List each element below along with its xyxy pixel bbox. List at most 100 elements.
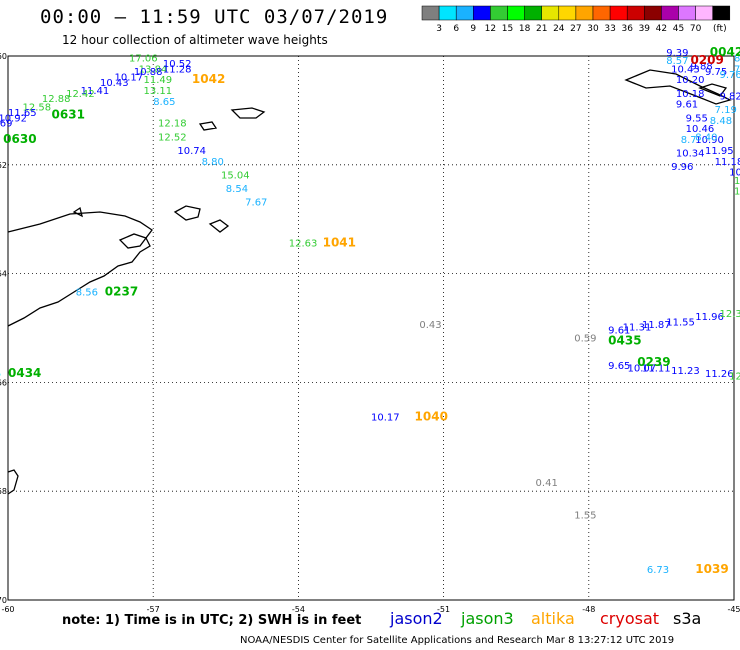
legend-unit: (ft) <box>713 24 727 34</box>
wave-height-value: 8.80 <box>202 157 224 168</box>
wave-height-value: 8.65 <box>153 97 175 108</box>
wave-height-value: 9.39 <box>666 48 688 59</box>
wave-height-value: 11.41 <box>81 86 110 97</box>
pass-time-label: 0434 <box>8 366 41 380</box>
wave-height-value: 12.34 <box>734 176 740 187</box>
wave-height-value: 11.87 <box>642 320 671 331</box>
wave-height-value: 8.56 <box>76 287 98 298</box>
wave-height-value: 10.74 <box>177 146 206 157</box>
satellite-altika: altika <box>531 609 575 628</box>
coastline <box>7 469 19 495</box>
wave-height-value: 11.96 <box>695 312 724 323</box>
wave-height-value: 13. <box>734 187 740 198</box>
lon-label: -57 <box>147 605 160 614</box>
wave-height-value: 8.54 <box>226 184 248 195</box>
lat-label: -68 <box>0 487 7 496</box>
legend-swatch <box>712 5 731 21</box>
wave-height-value: 11.55 <box>666 317 695 328</box>
coastline <box>7 211 153 327</box>
wave-height-value: 11.11 <box>642 364 671 375</box>
wave-height-value: 10.17 <box>114 72 143 83</box>
pass-time-label: 0209 <box>690 53 723 67</box>
pass-time-label: 0042 <box>710 45 740 59</box>
wave-height-value: 8 <box>734 53 740 64</box>
wave-height-value: 10.43 <box>100 78 129 89</box>
wave-height-value: 9.88 <box>690 62 712 73</box>
legend-tick-label: 9 <box>470 24 476 34</box>
coastline <box>624 69 732 105</box>
coastline <box>118 233 148 249</box>
legend-tick-label: 24 <box>553 24 565 34</box>
wave-height-value: 0.59 <box>574 334 596 345</box>
pass-time-label: 1039 <box>695 562 728 576</box>
wave-height-value: 12.18 <box>158 119 187 130</box>
wave-height-value: 10.88 <box>134 67 163 78</box>
wave-height-value: 1.55 <box>574 510 596 521</box>
wave-height-value: 0.43 <box>419 320 441 331</box>
wave-height-value: 9.96 <box>671 162 693 173</box>
lon-label: -48 <box>582 605 595 614</box>
wave-height-value: 10.46 <box>686 124 715 135</box>
pass-time-label: 0239 <box>637 355 670 369</box>
wave-height-value: 11.18 <box>715 157 740 168</box>
wave-height-value: 9.65 <box>608 361 630 372</box>
legend-tick-label: 70 <box>690 24 702 34</box>
wave-height-value: 10.18 <box>676 89 705 100</box>
wave-height-value: 8.48 <box>710 116 732 127</box>
satellite-cryosat: cryosat <box>600 609 660 628</box>
wave-height-value: 7.67 <box>245 198 267 209</box>
wave-height-value: 13.84 <box>139 64 168 75</box>
wave-height-value: 12.88 <box>42 94 71 105</box>
wave-height-value: 10.69 <box>0 119 12 130</box>
pass-time-label: 0435 <box>608 333 641 347</box>
legend-tick-label: 15 <box>502 24 513 34</box>
wave-height-value: 7.19 <box>715 105 737 116</box>
wave-height-value: 10.17 <box>371 412 400 423</box>
coastline <box>698 83 728 97</box>
wave-height-value: 9.55 <box>686 113 708 124</box>
legend-tick-label: 45 <box>673 24 684 34</box>
legend-tick-label: 18 <box>519 24 531 34</box>
lon-label: -51 <box>437 605 450 614</box>
legend-tick-label: 33 <box>604 24 615 34</box>
note-text: note: 1) Time is in UTC; 2) SWH is in fe… <box>62 613 362 628</box>
legend-tick-label: 36 <box>621 24 633 34</box>
legend-tick-label: 39 <box>639 24 651 34</box>
wave-height-value: 8.40 <box>695 132 717 143</box>
lat-label: -64 <box>0 270 7 279</box>
coastline <box>173 205 201 221</box>
coastline <box>230 107 266 119</box>
wave-height-value: 11.28 <box>163 64 192 75</box>
wave-height-value: 15.04 <box>221 170 250 181</box>
wave-height-value: 12.52 <box>158 132 187 143</box>
wave-height-value: 8.57 <box>666 56 688 67</box>
wave-height-value: 7.6 <box>734 64 740 75</box>
lon-label: -54 <box>292 605 305 614</box>
wave-height-value: 11.31 <box>623 323 652 334</box>
legend-tick-label: 42 <box>656 24 667 34</box>
wave-height-value: 11.26 <box>705 369 734 380</box>
satellite-jason3: jason3 <box>461 609 514 628</box>
wave-height-value: 8.7 <box>681 135 697 146</box>
coastline <box>72 206 83 218</box>
lat-label: -70 <box>0 596 7 605</box>
legend-tick-label: 27 <box>570 24 581 34</box>
wave-height-value: 6.73 <box>647 565 669 576</box>
wave-height-value: 9.76 <box>719 70 740 81</box>
legend-tick-label: 3 <box>436 24 442 34</box>
wave-height-value: 10.52 <box>163 59 192 70</box>
wave-height-value: 12.09 <box>729 372 740 383</box>
wave-height-value: 11.65 <box>8 108 37 119</box>
wave-height-value: 17.06 <box>129 53 158 64</box>
satellite-jason2: jason2 <box>390 609 443 628</box>
wave-height-value: 9.61 <box>676 100 698 111</box>
lat-label: -66 <box>0 378 7 387</box>
legend-tick-label: 12 <box>485 24 496 34</box>
wave-height-value: 10.34 <box>676 149 705 160</box>
wave-height-value: 9.82 <box>719 92 740 103</box>
legend-tick-label: 30 <box>587 24 599 34</box>
page-title: 00:00 – 11:59 UTC 03/07/2019 <box>40 6 389 28</box>
wave-height-value: 10.51 <box>729 168 740 179</box>
pass-time-label: 1041 <box>323 235 356 249</box>
